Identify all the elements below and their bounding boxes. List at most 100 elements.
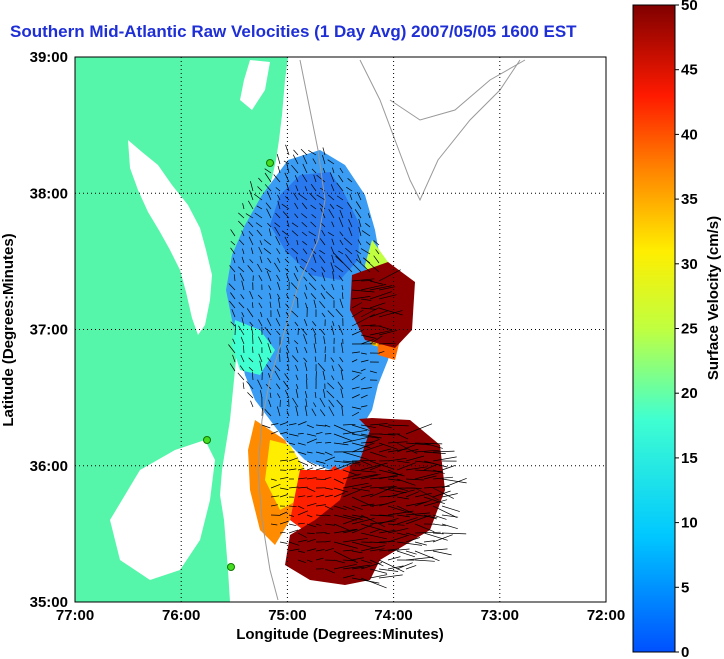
velocity-arrow bbox=[414, 492, 432, 498]
velocity-arrow bbox=[270, 483, 281, 489]
velocity-arrow bbox=[405, 449, 419, 453]
velocity-arrow bbox=[351, 411, 360, 417]
velocity-arrow bbox=[315, 451, 325, 455]
velocity-arrow bbox=[250, 247, 254, 255]
velocity-arrow bbox=[327, 310, 335, 318]
velocity-arrow bbox=[342, 451, 369, 460]
velocity-arrow bbox=[297, 442, 306, 446]
velocity-arrow bbox=[288, 541, 300, 546]
velocity-arrow bbox=[270, 478, 277, 481]
velocity-arrow bbox=[378, 495, 398, 498]
velocity-arrow bbox=[338, 250, 344, 255]
colorbar-tick-label: 50 bbox=[681, 0, 698, 14]
velocity-arrow bbox=[295, 405, 299, 417]
velocity-arrow bbox=[341, 342, 344, 354]
velocity-arrow bbox=[315, 549, 325, 552]
velocity-arrow bbox=[297, 421, 307, 426]
velocity-arrow bbox=[414, 449, 440, 453]
velocity-arrow bbox=[297, 193, 308, 201]
velocity-arrow bbox=[347, 202, 353, 210]
velocity-arrow bbox=[333, 478, 344, 484]
velocity-arrow bbox=[279, 459, 288, 462]
velocity-arrow bbox=[331, 375, 335, 381]
colorbar-tick-label: 20 bbox=[681, 385, 698, 402]
velocity-arrow bbox=[275, 236, 281, 246]
velocity-arrow bbox=[297, 510, 309, 516]
velocity-arrow bbox=[396, 517, 418, 525]
velocity-arrow bbox=[351, 517, 375, 525]
velocity-arrow bbox=[287, 363, 290, 372]
velocity-arrow bbox=[423, 532, 448, 541]
velocity-arrow bbox=[268, 228, 272, 237]
delaware-bay bbox=[240, 60, 270, 110]
velocity-arrow bbox=[378, 325, 392, 331]
velocity-arrow bbox=[360, 284, 387, 291]
velocity-arrow bbox=[238, 220, 245, 228]
velocity-arrow bbox=[302, 163, 308, 174]
velocity-arrow bbox=[303, 357, 308, 363]
velocity-arrow bbox=[230, 240, 236, 246]
velocity-arrow bbox=[306, 451, 313, 454]
velocity-arrow bbox=[351, 577, 380, 584]
velocity-arrow bbox=[387, 457, 407, 462]
velocity-arrow bbox=[264, 184, 272, 192]
velocity-arrow bbox=[251, 371, 254, 381]
velocity-arrow bbox=[339, 239, 344, 246]
velocity-arrow bbox=[387, 424, 409, 427]
velocity-arrow bbox=[414, 550, 440, 562]
velocity-arrow bbox=[340, 388, 344, 399]
velocity-arrow bbox=[258, 302, 263, 309]
velocity-arrow bbox=[300, 148, 308, 156]
velocity-arrow bbox=[259, 240, 263, 246]
velocity-arrow bbox=[405, 491, 420, 498]
velocity-arrow bbox=[354, 209, 362, 219]
map-title: Southern Mid-Atlantic Raw Velocities (1 … bbox=[10, 22, 577, 41]
velocity-arrow bbox=[294, 175, 299, 183]
velocity-arrow bbox=[336, 204, 344, 210]
velocity-arrow bbox=[355, 249, 362, 255]
velocity-arrow bbox=[288, 442, 296, 445]
velocity-arrow bbox=[277, 200, 281, 210]
velocity-arrow bbox=[360, 559, 373, 564]
velocity-arrow bbox=[441, 493, 458, 498]
velocity-arrow bbox=[332, 271, 335, 282]
velocity-arrow bbox=[230, 292, 236, 300]
velocity-arrow bbox=[351, 442, 371, 448]
velocity-arrow bbox=[324, 547, 334, 552]
velocity-arrow bbox=[333, 541, 358, 549]
velocity-arrow bbox=[301, 231, 308, 237]
velocity-arrow bbox=[286, 182, 290, 192]
velocity-arrow bbox=[265, 202, 272, 210]
velocity-arrow bbox=[387, 469, 400, 476]
velocity-arrow bbox=[351, 566, 365, 570]
velocity-arrow bbox=[319, 397, 326, 408]
velocity-arrow bbox=[270, 523, 278, 526]
velocity-arrow bbox=[369, 548, 385, 552]
velocity-arrow bbox=[360, 545, 386, 552]
velocity-arrow bbox=[288, 523, 297, 527]
velocity-arrow bbox=[369, 329, 393, 336]
velocity-arrow bbox=[240, 294, 245, 300]
velocity-arrow bbox=[275, 212, 281, 219]
velocity-arrow bbox=[351, 433, 380, 439]
velocity-arrow bbox=[229, 265, 236, 273]
velocity-arrow bbox=[351, 541, 376, 549]
velocity-arrow bbox=[312, 321, 317, 327]
pamlico-sound bbox=[110, 440, 215, 580]
velocity-arrow bbox=[250, 325, 254, 336]
velocity-arrow bbox=[315, 514, 326, 517]
velocity-arrow bbox=[351, 329, 364, 336]
velocity-arrow bbox=[288, 486, 299, 489]
velocity-arrow bbox=[332, 321, 335, 327]
velocity-arrow bbox=[306, 538, 316, 543]
velocity-arrow bbox=[441, 465, 456, 471]
velocity-arrow bbox=[365, 241, 371, 246]
velocity-arrow bbox=[441, 505, 460, 512]
velocity-arrow bbox=[342, 505, 356, 511]
velocity-arrow bbox=[315, 478, 327, 480]
velocity-arrow bbox=[351, 386, 360, 390]
velocity-arrow bbox=[277, 165, 281, 174]
velocity-arrow bbox=[259, 360, 263, 372]
velocity-arrow bbox=[276, 248, 281, 255]
velocity-arrow bbox=[251, 302, 254, 309]
